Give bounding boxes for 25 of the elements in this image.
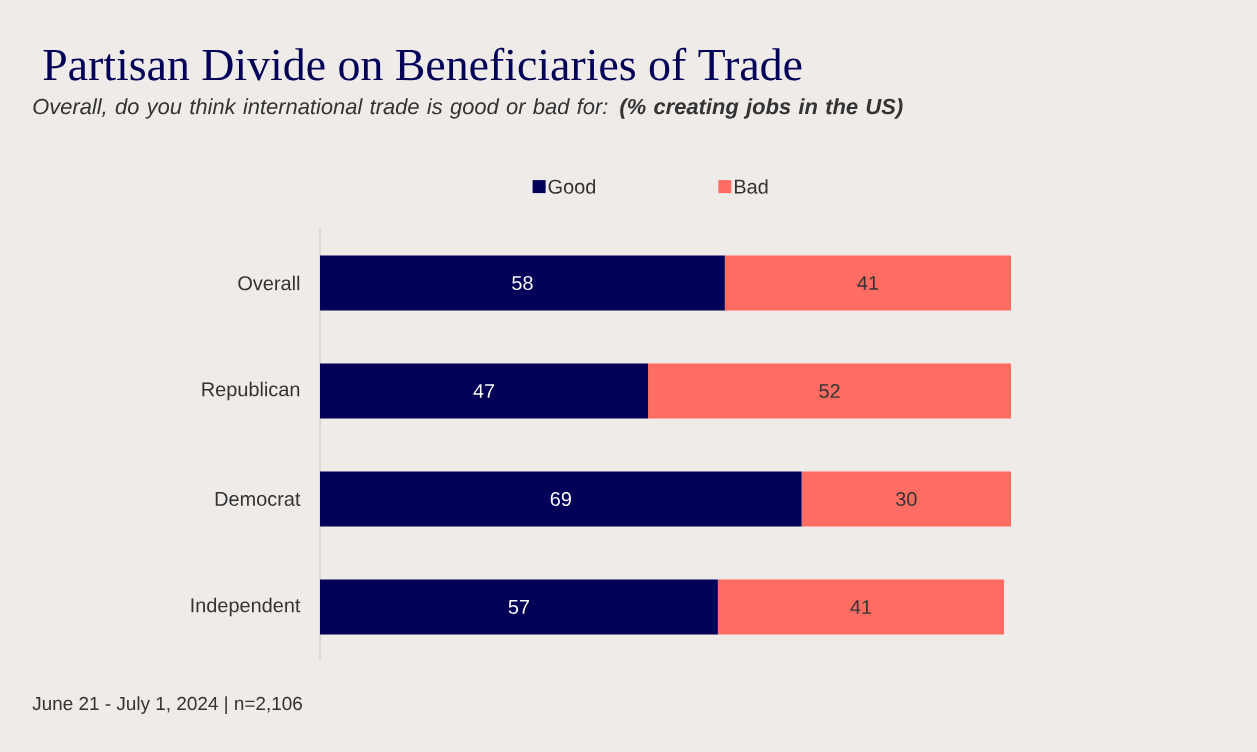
bar [320, 363, 649, 419]
legend-label: Good [548, 179, 596, 194]
data-label: 41 [857, 276, 879, 290]
data-label: 57 [508, 600, 530, 614]
legend-label: Bad [734, 179, 768, 194]
data-label: 58 [512, 275, 533, 291]
bar [320, 579, 718, 635]
y-tick-label: Independent [191, 597, 301, 617]
data-label: 52 [819, 383, 840, 399]
data-label: 30 [896, 491, 917, 507]
data-label: 47 [473, 384, 495, 398]
bar [648, 363, 1012, 419]
bar [320, 255, 725, 311]
text: June 21 - July 1, 2024 | n=2,106 [32, 696, 302, 715]
data-label: 69 [550, 491, 571, 507]
bar [320, 471, 802, 527]
chart-subtitle: Overall, do you think international trade is good or bad for: (% creating jobs in the US) [33, 98, 903, 119]
y-tick-label: Democrat [215, 492, 301, 506]
y-tick-label: Republican [202, 381, 300, 401]
chart-title: Partisan Divide on Beneficiaries of Trade [43, 47, 802, 81]
y-tick-label: Overall [238, 275, 300, 291]
bar [717, 579, 1005, 635]
bar [801, 471, 1012, 527]
data-label: 41 [850, 600, 872, 614]
bar [724, 255, 1012, 311]
